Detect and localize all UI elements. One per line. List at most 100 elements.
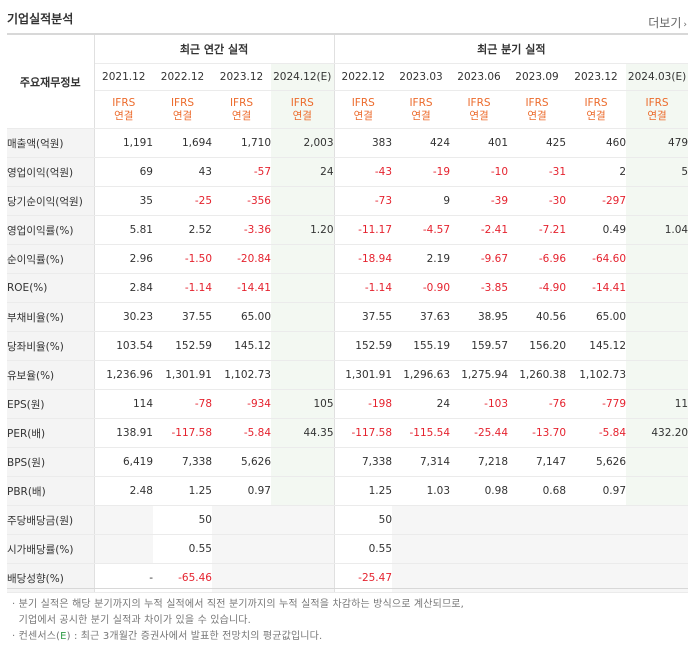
table-cell: -76 — [508, 389, 567, 419]
table-cell: 152.59 — [153, 331, 212, 361]
table-cell: -78 — [153, 389, 212, 419]
group-annual: 최근 연간 실적 — [94, 33, 335, 64]
table-cell — [271, 302, 335, 332]
table-body: 매출액(억원) 1,191 1,694 1,710 2,003 383 424 401 425 4… — [7, 128, 689, 593]
table-cell: -14.41 — [212, 273, 271, 303]
basis-consolidated: 연결 — [411, 109, 431, 122]
table-row: EPS(원) 114 -78 -934 105 -198 24 -103 -76 -779 11 — [7, 389, 689, 419]
table-cell: -779 — [566, 389, 627, 419]
table-cell: 1,301.91 — [333, 360, 393, 390]
table-cell: 0.68 — [508, 476, 567, 506]
table-cell — [271, 186, 335, 216]
table-cell: 1,694 — [153, 128, 212, 158]
basis-ifrs: IFRS — [229, 96, 254, 109]
basis-ifrs: IFRS — [525, 96, 549, 109]
table-cell: -1.50 — [153, 244, 212, 274]
table-cell — [566, 505, 627, 535]
more-link[interactable]: 더보기 › — [648, 14, 687, 31]
table-cell — [271, 534, 335, 564]
row-label: PER(배) — [7, 418, 95, 448]
table-cell — [271, 331, 335, 361]
table-cell: -43 — [333, 157, 393, 187]
table-cell: -73 — [333, 186, 393, 216]
basis-consolidated: 연결 — [292, 109, 312, 122]
table-cell — [508, 505, 567, 535]
table-cell — [626, 447, 689, 477]
table-row: PER(배) 138.91 -117.58 -5.84 44.35 -117.58 -115… — [7, 418, 689, 448]
table-cell — [271, 505, 335, 535]
table-cell: 5,626 — [212, 447, 271, 477]
table-row: 영업이익(억원) 69 43 -57 24 -43 -19 -10 -31 2 5 — [7, 157, 689, 187]
basis-row: IFRS 연결 IFRS 연결 IFRS 연결 IFRS 연결 IFRS 연결 IFRS 연결 IFRS… — [7, 90, 689, 129]
table-cell: 425 — [508, 128, 567, 158]
table-cell: 1,710 — [212, 128, 271, 158]
table-cell: 5 — [626, 157, 689, 187]
row-label: 당기순이익(억원) — [7, 186, 95, 216]
row-label: 영업이익률(%) — [7, 215, 95, 245]
table-cell: -1.14 — [153, 273, 212, 303]
basis-header: IFRS 연결 — [271, 90, 335, 129]
table-row: 부채비율(%) 30.23 37.55 65.00 37.55 37.63 38.95 40.… — [7, 302, 689, 332]
table-cell: 30.23 — [94, 302, 153, 332]
table-cell: -6.96 — [508, 244, 567, 274]
table-cell — [94, 534, 153, 564]
period-row: 2021.12 2022.12 2023.12 2024.12(E) 2022.12 20… — [7, 63, 689, 91]
period-header: 2024.12(E) — [271, 63, 335, 91]
table-cell: 114 — [94, 389, 153, 419]
basis-consolidated: 연결 — [114, 109, 134, 122]
basis-consolidated: 연결 — [353, 109, 373, 122]
table-cell: 40.56 — [508, 302, 567, 332]
basis-ifrs: IFRS — [467, 96, 491, 109]
table-cell: 156.20 — [508, 331, 567, 361]
table-cell — [271, 273, 335, 303]
table-cell — [626, 273, 689, 303]
row-label: 유보율(%) — [7, 360, 95, 390]
table-cell: 0.55 — [333, 534, 393, 564]
table-cell: -20.84 — [212, 244, 271, 274]
section-title: 기업실적분석 — [7, 12, 74, 26]
table-cell: 155.19 — [392, 331, 451, 361]
period-header: 2023.06 — [450, 63, 509, 91]
basis-header: IFRS 연결 — [392, 90, 451, 129]
table-cell — [392, 534, 451, 564]
table-cell — [271, 360, 335, 390]
table-cell: 37.63 — [392, 302, 451, 332]
chevron-right-icon: › — [683, 20, 687, 30]
table-cell: -4.57 — [392, 215, 451, 245]
table-cell: 43 — [153, 157, 212, 187]
note-consensus: · 컨센서스(E) : 최근 3개월간 증권사에서 발표한 전망치의 평균값입니… — [12, 629, 684, 645]
table-cell — [271, 244, 335, 274]
table-cell: 152.59 — [333, 331, 393, 361]
note-consensus-prefix: · 컨센서스( — [12, 631, 61, 642]
table-cell: 7,338 — [153, 447, 212, 477]
row-label: BPS(원) — [7, 447, 95, 477]
table-cell: -3.36 — [212, 215, 271, 245]
table-cell — [626, 476, 689, 506]
table-cell: -117.58 — [153, 418, 212, 448]
table-cell: 0.55 — [153, 534, 212, 564]
table-row: BPS(원) 6,419 7,338 5,626 7,338 7,314 7,218 7,14… — [7, 447, 689, 477]
table-cell: -31 — [508, 157, 567, 187]
row-label: 순이익률(%) — [7, 244, 95, 274]
table-cell — [626, 244, 689, 274]
row-label: PBR(배) — [7, 476, 95, 506]
table-row: PBR(배) 2.48 1.25 0.97 1.25 1.03 0.98 0.68 0.97 — [7, 476, 689, 506]
table-cell: 383 — [333, 128, 393, 158]
table-cell: 65.00 — [212, 302, 271, 332]
table-cell: -117.58 — [333, 418, 393, 448]
table-cell: 7,218 — [450, 447, 509, 477]
table-cell: 2.96 — [94, 244, 153, 274]
table-cell: 5,626 — [566, 447, 627, 477]
table-cell — [271, 476, 335, 506]
table-cell: 138.91 — [94, 418, 153, 448]
row-label: 매출액(억원) — [7, 128, 95, 158]
table-cell: 2.48 — [94, 476, 153, 506]
basis-ifrs: IFRS — [290, 96, 314, 109]
basis-ifrs: IFRS — [351, 96, 375, 109]
table-cell: 1.03 — [392, 476, 451, 506]
table-cell — [212, 534, 271, 564]
table-row: 주당배당금(원) 50 50 — [7, 505, 689, 535]
table-cell — [450, 505, 509, 535]
table-cell: 103.54 — [94, 331, 153, 361]
basis-header: IFRS 연결 — [626, 90, 689, 129]
